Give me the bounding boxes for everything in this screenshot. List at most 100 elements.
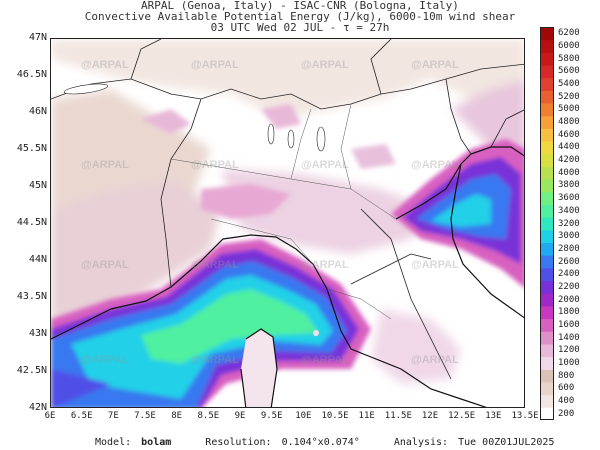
arpal-watermark: @ARPAL [301, 354, 349, 366]
lon-label: 6E [44, 411, 56, 421]
lat-label: 46.5N [16, 69, 47, 80]
cape-mid-areas [141, 104, 396, 219]
lat-label: 46N [28, 106, 47, 117]
header-institutions: ARPAL (Genoa, Italy) - ISAC-CNR (Bologna… [141, 0, 459, 12]
colorbar-level-label: 400 [558, 395, 575, 406]
lat-label: 43.5N [16, 291, 47, 302]
colorbar-level-label: 4600 [558, 129, 580, 140]
colorbar-segment [540, 65, 554, 79]
elba-island [313, 330, 319, 336]
colorbar-segment [540, 90, 554, 104]
lakes [63, 83, 326, 152]
colorbar-segment [540, 318, 554, 332]
colorbar-level-label: 3200 [558, 218, 580, 229]
colorbar-level-label: 4200 [558, 155, 580, 166]
colorbar-level-label: 2200 [558, 281, 580, 292]
colorbar-level-label: 1400 [558, 332, 580, 343]
colorbar-level-label: 5000 [558, 104, 580, 115]
colorbar-segment [540, 27, 554, 41]
colorbar-level-label: 800 [558, 370, 575, 381]
cape-map: @ARPAL @ARPAL @ARPAL @ARPAL @ARPAL @ARPAL @ARP… [50, 38, 525, 408]
lon-label: 8E [171, 411, 183, 421]
colorbar-level-label: 4400 [558, 142, 580, 153]
colorbar-segment [540, 369, 554, 383]
colorbar-segment [540, 280, 554, 294]
lon-label: 7E [107, 411, 119, 421]
lon-label: 7.5E [134, 411, 156, 421]
colorbar-level-label: 6200 [558, 28, 580, 39]
lon-label: 8.5E [197, 411, 220, 421]
colorbar [540, 27, 554, 420]
lat-label: 42N [28, 402, 47, 413]
arpal-watermark: @ARPAL [411, 259, 459, 271]
lat-label: 44.5N [16, 217, 47, 228]
arpal-watermark: @ARPAL [81, 259, 129, 271]
colorbar-level-label: 1800 [558, 307, 580, 318]
lon-label: 10.5E [321, 411, 349, 421]
colorbar-segment [540, 128, 554, 142]
analysis-label: Analysis: [393, 437, 449, 448]
colorbar-segment [540, 331, 554, 345]
arpal-watermark: @ARPAL [301, 259, 349, 271]
header-forecast-time: 03 UTC Wed 02 JUL - τ = 27h [210, 21, 390, 34]
header-variable: Convective Available Potential Energy (J… [84, 10, 516, 23]
lon-label: 11E [358, 411, 375, 421]
corsica-island [241, 329, 277, 407]
colorbar-level-label: 4800 [558, 117, 580, 128]
colorbar-segment [540, 255, 554, 269]
colorbar-level-label: 2600 [558, 256, 580, 267]
colorbar-level-label: 3800 [558, 180, 580, 191]
colorbar-segment [540, 343, 554, 358]
lon-label: 9.5E [260, 411, 283, 421]
lon-label: 12E [421, 411, 439, 421]
model-label: Model: [95, 437, 132, 448]
colorbar-level-label: 2800 [558, 243, 580, 254]
colorbar-level-label: 200 [558, 408, 575, 419]
lon-label: 10E [295, 411, 312, 421]
colorbar-level-label: 5400 [558, 79, 580, 90]
arpal-watermark: @ARPAL [191, 259, 239, 271]
cape-high-area-tyrrhenian [51, 239, 371, 407]
colorbar-segment [540, 267, 554, 282]
colorbar-level-label: 1200 [558, 345, 580, 356]
colorbar-segment [540, 191, 554, 205]
colorbar-segment [540, 166, 554, 180]
arpal-watermark: @ARPAL [411, 159, 459, 171]
lat-label: 45.5N [16, 143, 47, 154]
colorbar-level-label: 5800 [558, 53, 580, 64]
colorbar-segment [540, 52, 554, 66]
arpal-watermark: @ARPAL [81, 59, 129, 71]
colorbar-level-label: 3400 [558, 205, 580, 216]
colorbar-segment [540, 242, 554, 256]
lat-label: 42.5N [16, 365, 47, 376]
lon-label: 6.5E [70, 411, 93, 421]
colorbar-segment [540, 381, 554, 396]
colorbar-level-label: 3000 [558, 231, 580, 242]
colorbar-level-label: 4000 [558, 167, 580, 178]
arpal-watermark: @ARPAL [411, 59, 459, 71]
colorbar-segment [540, 305, 554, 320]
colorbar-frame [540, 27, 554, 420]
arpal-watermark: @ARPAL [191, 159, 239, 171]
lon-label: 12.5E [448, 411, 476, 421]
colorbar-level-label: 5200 [558, 91, 580, 102]
colorbar-segment [540, 141, 554, 155]
borders [51, 39, 524, 380]
lat-label: 43N [28, 328, 47, 339]
lon-label: 11.5E [384, 411, 412, 421]
colorbar-level-label: 5600 [558, 66, 580, 77]
analysis-value: Tue 00Z01JUL2025 [458, 437, 555, 448]
colorbar-level-label: 1600 [558, 319, 580, 330]
colorbar-segment [540, 394, 554, 408]
lon-label: 9E [234, 411, 246, 421]
colorbar-segment [540, 229, 554, 244]
colorbar-level-label: 6000 [558, 41, 580, 52]
colorbar-segment [540, 293, 554, 307]
arpal-watermark: @ARPAL [81, 159, 129, 171]
colorbar-segment [540, 217, 554, 231]
colorbar-level-label: 2400 [558, 269, 580, 280]
lon-label: 13E [485, 411, 502, 421]
colorbar-segment [540, 103, 554, 117]
colorbar-segment [540, 356, 554, 370]
resolution-label: Resolution: [205, 437, 272, 448]
